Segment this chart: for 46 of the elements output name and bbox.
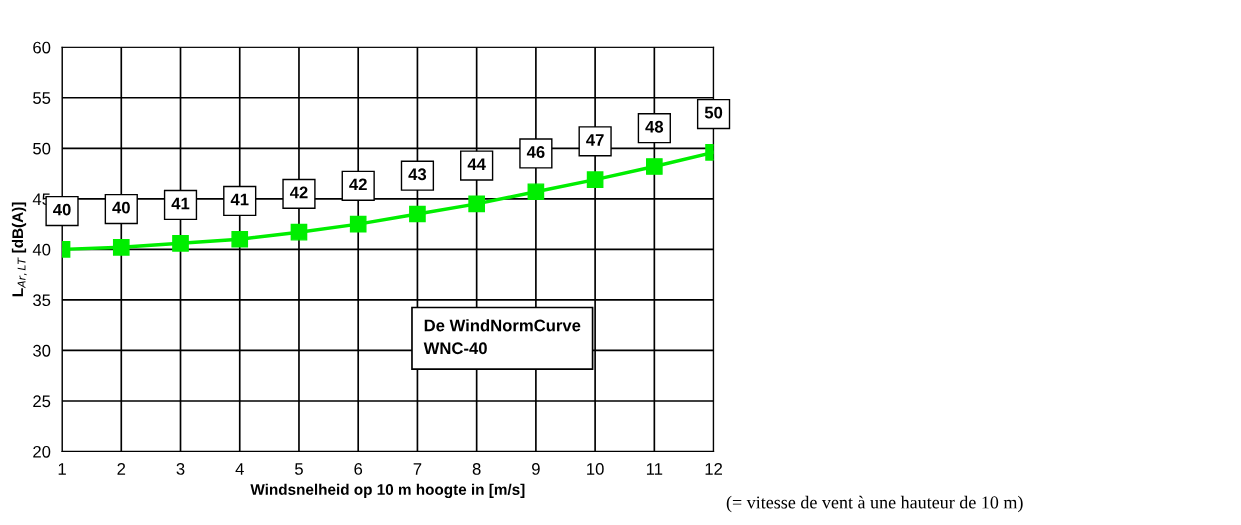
data-label: 47: [586, 134, 604, 146]
data-label: 41: [230, 193, 249, 206]
point: [112, 239, 130, 256]
x-tick-label: 10: [587, 463, 604, 475]
data-label: 42: [289, 186, 308, 199]
y-tick-label: 60: [33, 41, 51, 54]
data-label: 42: [349, 178, 367, 191]
data-label: 44: [467, 158, 486, 170]
x-tick-label: 4: [235, 463, 244, 475]
data-label: 41: [171, 197, 190, 210]
data-label: 40: [53, 203, 71, 216]
x-tick-label: 5: [295, 463, 303, 475]
point: [172, 234, 189, 252]
data-label: 50: [704, 106, 723, 119]
annotation: De WindNormCurve WNC-40: [423, 319, 581, 355]
x-axis-title: Windsnelheid op 10 m hoogte in [m/s]: [250, 483, 525, 499]
y-tick-label: 25: [33, 395, 51, 408]
x-tick-label: 6: [354, 463, 363, 475]
x-tick-label: 1: [58, 463, 66, 475]
point: [646, 158, 663, 175]
point: [290, 223, 308, 241]
point: [468, 195, 485, 213]
point: [586, 171, 604, 188]
y-tick-label: 55: [33, 92, 51, 104]
y-tick-label: 40: [32, 243, 51, 256]
y-tick-label: 35: [33, 294, 51, 307]
x-tick-label: 11: [646, 463, 663, 475]
x-tick-label: 3: [176, 463, 185, 475]
point: [409, 205, 426, 223]
x-tick-label: 2: [117, 463, 126, 475]
x-tick-label: 12: [705, 463, 723, 475]
text: (= vitesse de vent à une hauteur de 10 m): [726, 495, 1023, 513]
y-tick-label: 50: [33, 142, 51, 155]
y-axis-title: L$_{Ar,LT}$ [dB(A)]: [11, 202, 27, 297]
data-label: 48: [645, 120, 664, 133]
point: [349, 215, 367, 233]
data-label: 43: [408, 168, 427, 181]
x-tick-label: 7: [413, 463, 422, 475]
y-tick-label: 20: [33, 445, 51, 458]
point: [527, 183, 545, 201]
data-label: 40: [112, 201, 130, 214]
data-label: 46: [526, 146, 545, 158]
y-tick-label: 30: [33, 344, 51, 357]
x-tick-label: 9: [532, 463, 540, 475]
x-tick-label: 8: [472, 463, 481, 475]
point: [231, 230, 249, 248]
